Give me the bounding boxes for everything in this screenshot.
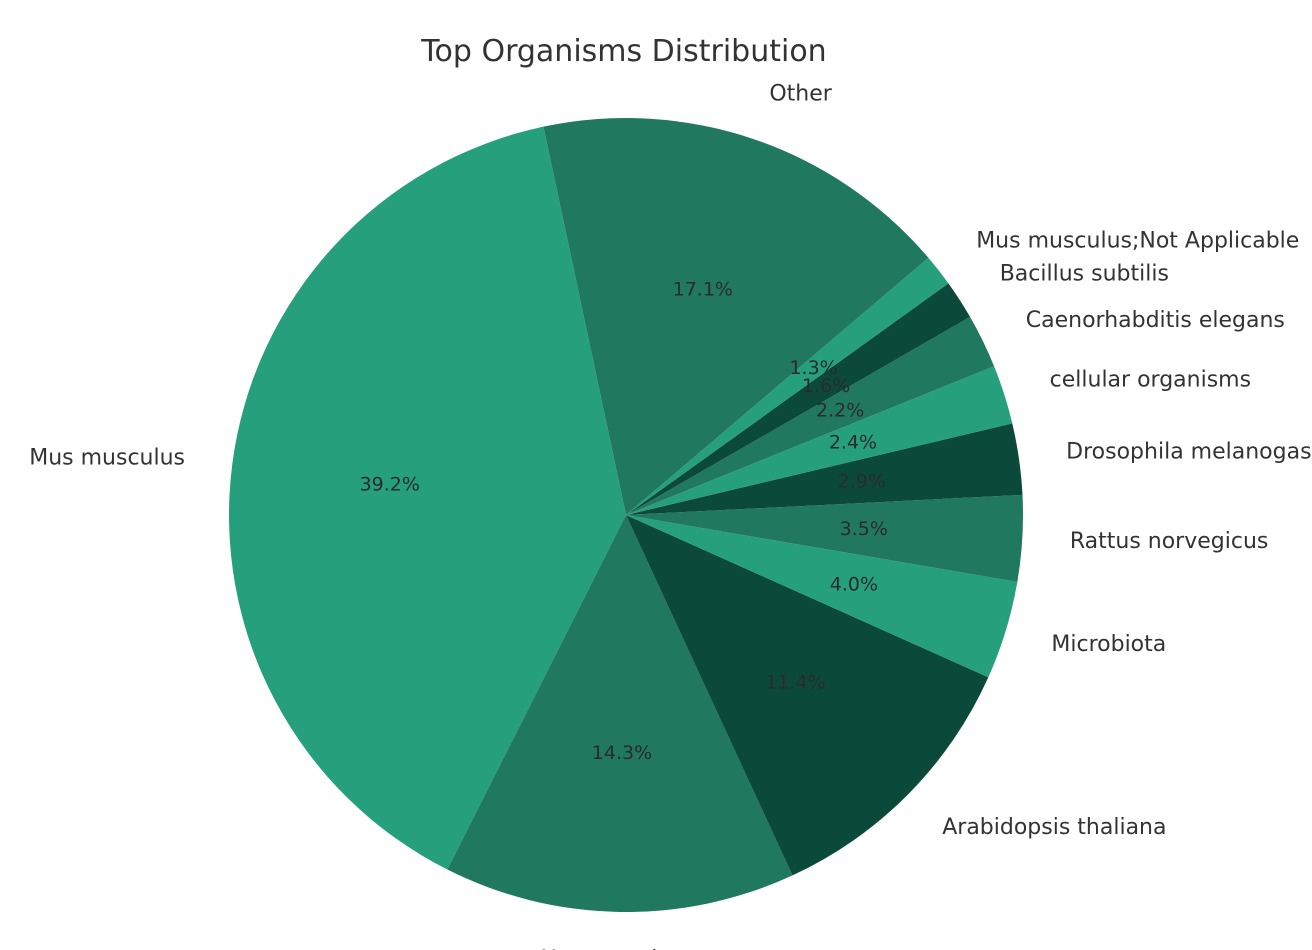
pie-slices	[229, 117, 1023, 912]
category-label-microbiota: Microbiota	[1051, 632, 1166, 657]
percent-label-microbiota: 4.0%	[830, 573, 878, 595]
category-label-cellular-organisms: cellular organisms	[1050, 367, 1251, 392]
category-label-drosophila-melanogaster: Drosophila melanogaster	[1066, 440, 1312, 465]
category-label-arabidopsis-thaliana: Arabidopsis thaliana	[942, 815, 1166, 840]
pie-slice-mus-musculus-not-applicable	[626, 257, 949, 515]
category-label-homo-sapiens: Homo sapiens	[541, 947, 697, 950]
pie-slice-homo-sapiens	[447, 515, 793, 912]
percent-label-other: 17.1%	[673, 279, 733, 301]
percent-label-homo-sapiens: 14.3%	[592, 742, 652, 764]
pie-slice-mus-musculus	[229, 126, 626, 870]
percent-label-caenorhabditis-elegans: 2.2%	[816, 400, 864, 422]
chart-title: Top Organisms Distribution	[420, 34, 826, 69]
category-label-mus-musculus-not-applicable: Mus musculus;Not Applicable	[976, 229, 1299, 254]
pie-slice-rattus-norvegicus	[626, 494, 1023, 582]
pie-slice-caenorhabditis-elegans	[626, 316, 995, 515]
category-label-mus-musculus: Mus musculus	[29, 445, 185, 470]
percent-label-cellular-organisms: 2.4%	[829, 432, 877, 454]
pie-slice-arabidopsis-thaliana	[626, 515, 989, 876]
category-label-bacillus-subtilis: Bacillus subtilis	[1000, 262, 1169, 287]
pie-slice-cellular-organisms	[626, 366, 1013, 515]
percent-label-drosophila-melanogaster: 2.9%	[838, 470, 886, 492]
category-label-rattus-norvegicus: Rattus norvegicus	[1070, 529, 1269, 554]
pie-slice-drosophila-melanogaster	[626, 423, 1023, 515]
percent-label-rattus-norvegicus: 3.5%	[840, 518, 888, 540]
category-labels: Mus musculus Homo sapiens Arabidopsis thal…	[29, 82, 1312, 950]
pie-slice-other	[543, 117, 929, 515]
pie-slice-microbiota	[626, 515, 1018, 678]
percent-labels: 39.2%14.3%11.4%4.0%3.5%2.9%2.4%2.2%1.6%1…	[360, 279, 888, 765]
percent-label-arabidopsis-thaliana: 11.4%	[765, 671, 825, 693]
percent-label-mus-musculus: 39.2%	[360, 473, 420, 495]
percent-label-mus-musculus-not-applicable: 1.3%	[789, 357, 837, 379]
category-label-caenorhabditis-elegans: Caenorhabditis elegans	[1026, 308, 1285, 333]
category-label-other: Other	[769, 82, 832, 107]
pie-slice-bacillus-subtilis	[626, 283, 971, 515]
percent-label-bacillus-subtilis: 1.6%	[802, 375, 850, 397]
